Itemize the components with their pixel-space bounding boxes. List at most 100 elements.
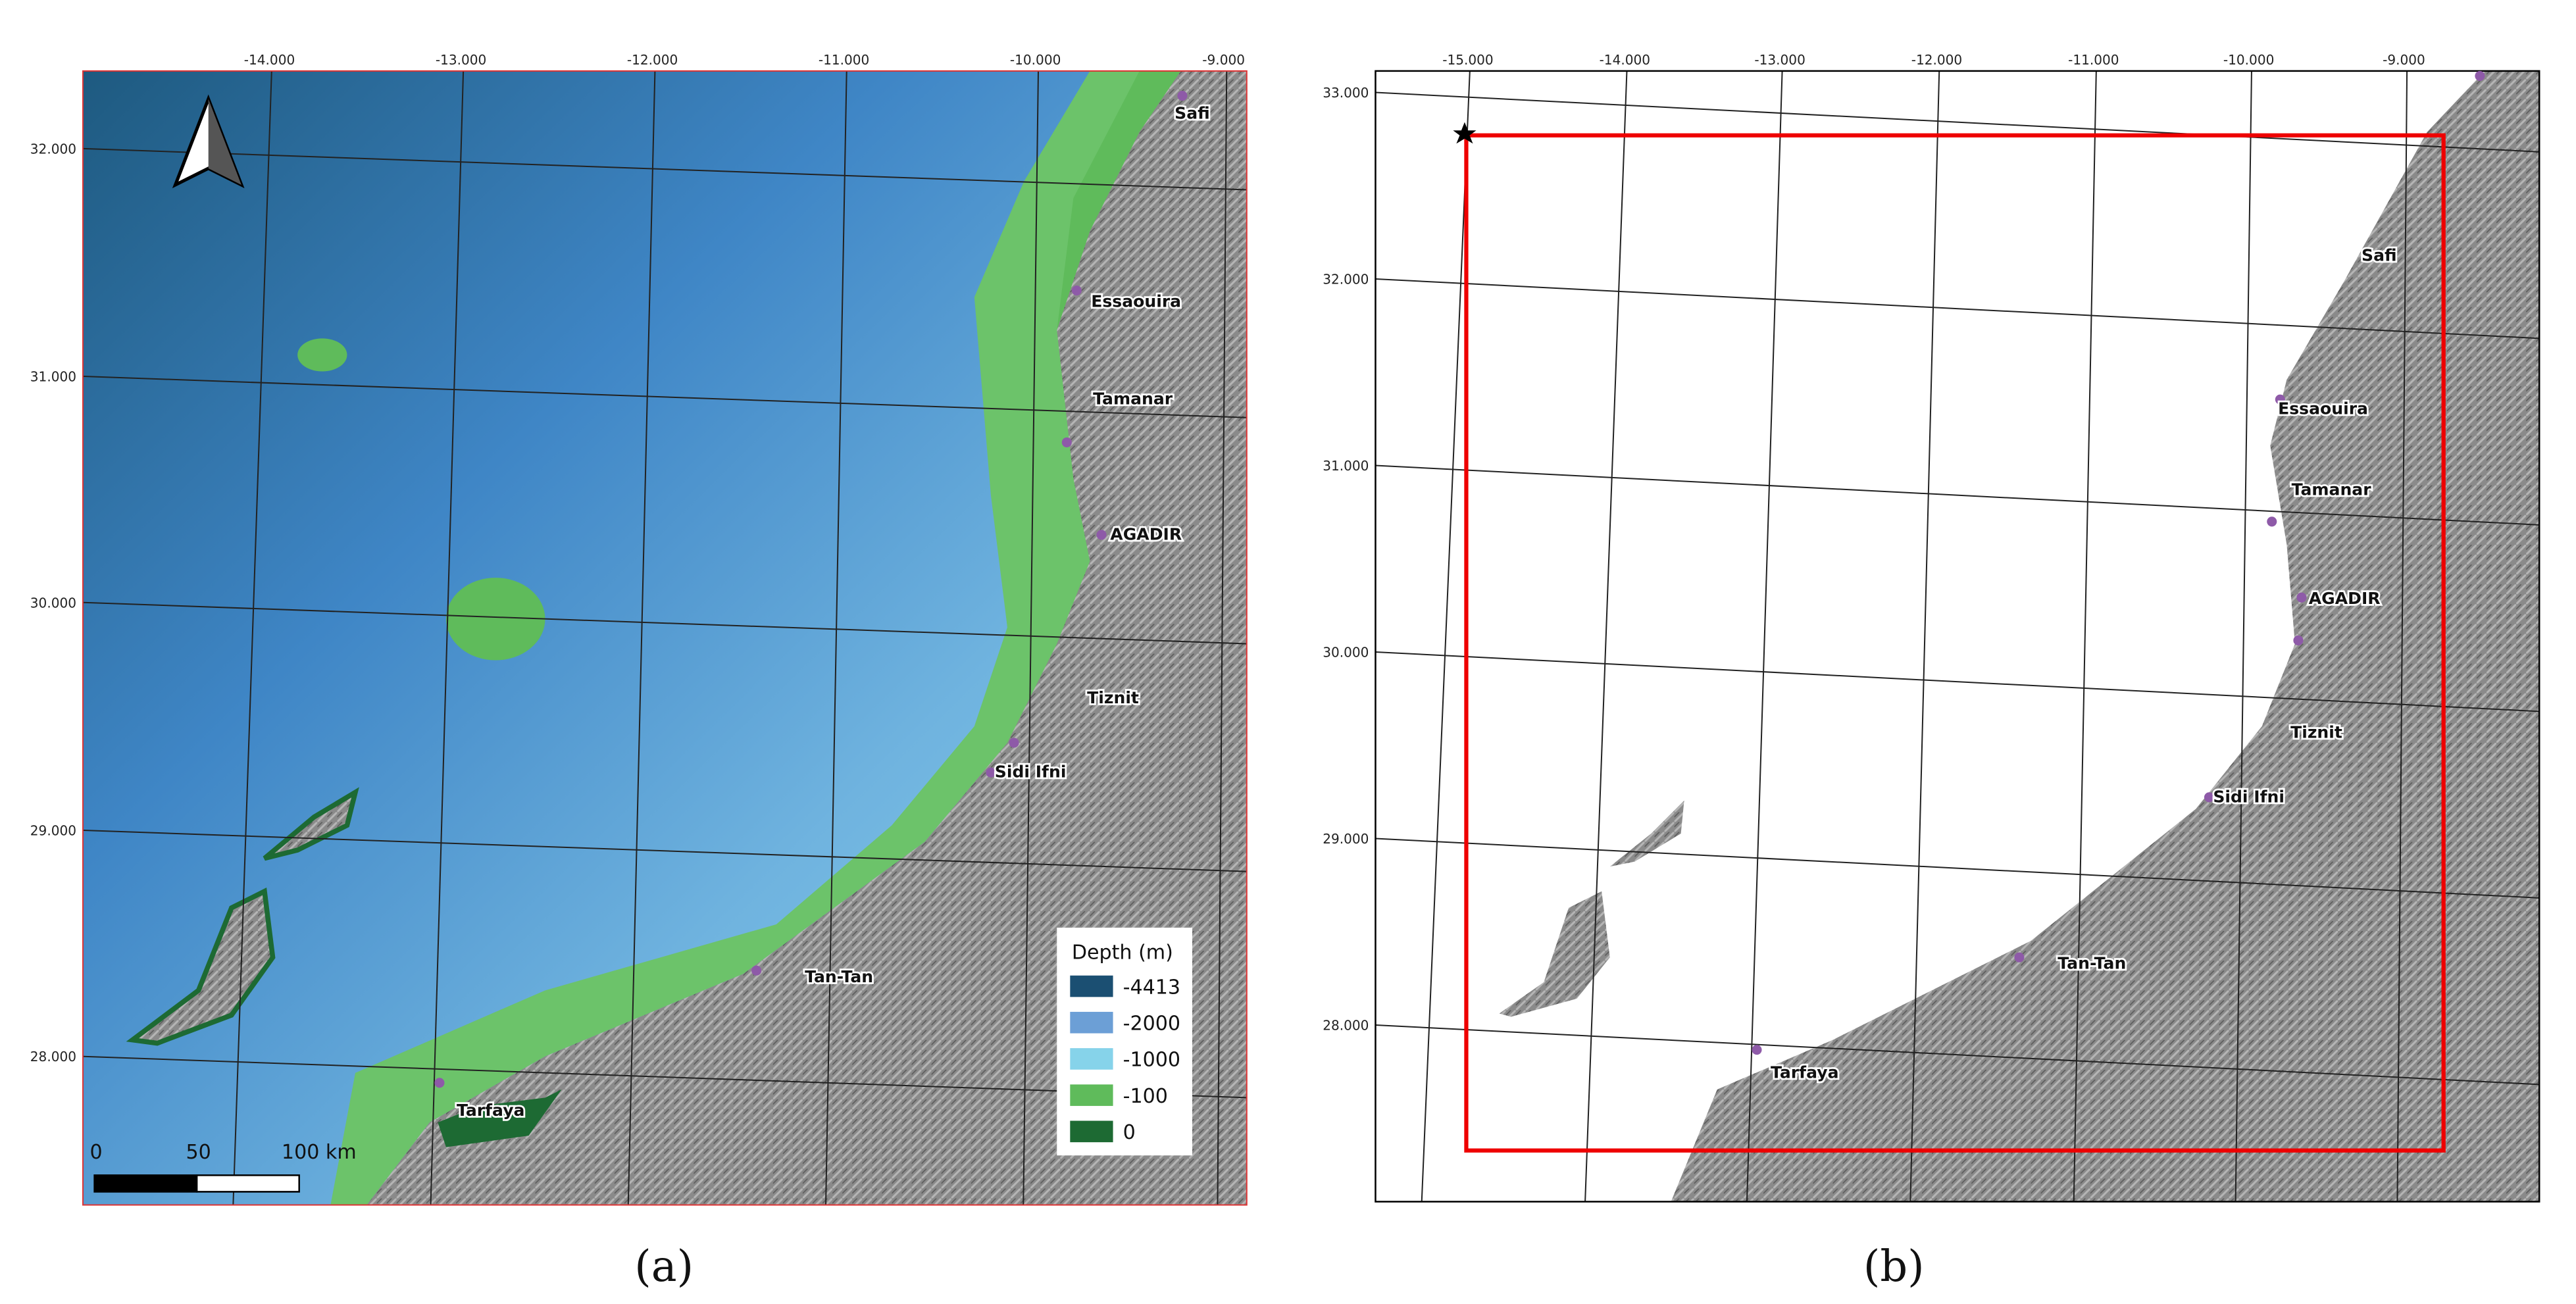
meridian <box>2073 70 2097 1202</box>
island <box>263 787 359 861</box>
place-dot <box>751 965 762 976</box>
longitude-label: -9.000 <box>1202 52 1245 68</box>
place-label: Sidi Ifni <box>995 763 1067 782</box>
place-dot <box>2475 70 2485 81</box>
place-dot <box>1009 738 1019 748</box>
latitude-label: 30.000 <box>1323 645 1369 661</box>
parallel <box>1375 464 2540 526</box>
place-label: Tamanar <box>1093 389 1173 409</box>
place-label: Tarfaya <box>457 1101 525 1120</box>
parallel <box>83 829 1247 872</box>
longitude-label: -13.000 <box>436 52 486 68</box>
place-dot <box>2267 516 2277 527</box>
island <box>126 888 276 1046</box>
place-label: Tan-Tan <box>2058 954 2126 973</box>
legend-title: Depth (m) <box>1072 941 1173 965</box>
meridian <box>1023 70 1040 1205</box>
meridian <box>2396 70 2408 1202</box>
place-label: AGADIR <box>2309 589 2381 608</box>
meridian <box>430 70 465 1205</box>
longitude-label: -14.000 <box>244 52 295 68</box>
place-label: Tarfaya <box>1771 1063 1839 1082</box>
frame <box>82 70 1248 1206</box>
place-label: Sidi Ifni <box>2213 787 2285 806</box>
legend-label: -1000 <box>1123 1049 1180 1072</box>
longitude-label: -11.000 <box>819 52 869 68</box>
meridian <box>2235 70 2252 1202</box>
latitude-label: 29.000 <box>1323 831 1369 847</box>
parallel <box>1375 651 2540 713</box>
legend-swatch <box>1070 1011 1113 1034</box>
longitude-label: -11.000 <box>2068 52 2119 68</box>
longitude-label: -14.000 <box>1600 52 1650 68</box>
legend-label: -100 <box>1123 1085 1168 1108</box>
scale-bar: 0 50 100 km <box>90 1141 357 1193</box>
parallel <box>1375 278 2540 339</box>
place-label: Tamanar <box>2292 480 2372 499</box>
place-label: Tan-Tan <box>805 967 873 986</box>
parallel <box>1375 1024 2540 1086</box>
meridian <box>1746 70 1783 1202</box>
place-label: Essaouira <box>1091 292 1181 311</box>
parallel <box>1375 91 2540 153</box>
latitude-label: 32.000 <box>30 141 76 157</box>
latitude-label: 32.000 <box>1323 272 1369 288</box>
scale-label: 100 km <box>282 1141 357 1164</box>
latitude-label: 28.000 <box>1323 1018 1369 1034</box>
place-dot <box>1752 1045 1762 1055</box>
place-label: Safi <box>2361 245 2397 264</box>
legend-label: -4413 <box>1123 976 1180 999</box>
graticule <box>83 70 1247 1205</box>
scale-label: 50 <box>186 1141 211 1164</box>
place-label: AGADIR <box>1110 524 1182 543</box>
place-dot <box>986 767 996 778</box>
parallel <box>83 1055 1247 1099</box>
legend-swatch <box>1070 975 1113 997</box>
meridian <box>627 70 656 1205</box>
place-dot <box>434 1078 445 1088</box>
shelf <box>330 70 1140 1205</box>
panel-b <box>1375 70 2540 1202</box>
legend-label: -2000 <box>1123 1013 1180 1036</box>
scale-label: 0 <box>90 1141 103 1164</box>
legend-label: 0 <box>1123 1121 1136 1144</box>
longitude-label: -13.000 <box>1754 52 1805 68</box>
island <box>1499 891 1610 1017</box>
labels: -14.000 -13.000 -12.000 -11.000 -10.000 -9.00… <box>30 52 2485 1291</box>
parallel <box>83 147 1247 191</box>
north-arrow <box>172 94 245 189</box>
place-dot <box>2296 592 2307 603</box>
caption: (a) <box>634 1241 694 1291</box>
meridian <box>1421 70 1471 1202</box>
meridian <box>1217 70 1228 1205</box>
place-dot <box>1096 530 1107 540</box>
place-dot <box>1177 90 1188 101</box>
meridian <box>1584 70 1628 1202</box>
place-label: Essaouira <box>2278 399 2368 418</box>
longitude-label: -12.000 <box>1911 52 1962 68</box>
longitude-label: -12.000 <box>627 52 678 68</box>
seamount <box>445 578 545 661</box>
legend-swatch <box>1070 1084 1113 1106</box>
longitude-label: -9.000 <box>2383 52 2425 68</box>
parallel <box>83 376 1247 418</box>
place-label: Safi <box>1174 104 1210 123</box>
latitude-label: 31.000 <box>30 369 76 385</box>
latitude-label: 29.000 <box>30 822 76 838</box>
place-dot <box>2014 952 2025 963</box>
place-dot <box>1061 437 1072 447</box>
land <box>1671 70 2540 1202</box>
meridian <box>232 70 272 1205</box>
legend-swatch <box>1070 1120 1113 1143</box>
star <box>1453 122 1477 144</box>
latitude-label: 33.000 <box>1323 85 1369 101</box>
place-label: Tiznit <box>1087 688 1139 707</box>
place-dot <box>2204 792 2214 803</box>
longitude-label: -15.000 <box>1442 52 1493 68</box>
panel-a <box>83 70 1247 1205</box>
caption: (b) <box>1863 1241 1925 1291</box>
parallel <box>1375 838 2540 899</box>
frame <box>1375 70 2540 1203</box>
